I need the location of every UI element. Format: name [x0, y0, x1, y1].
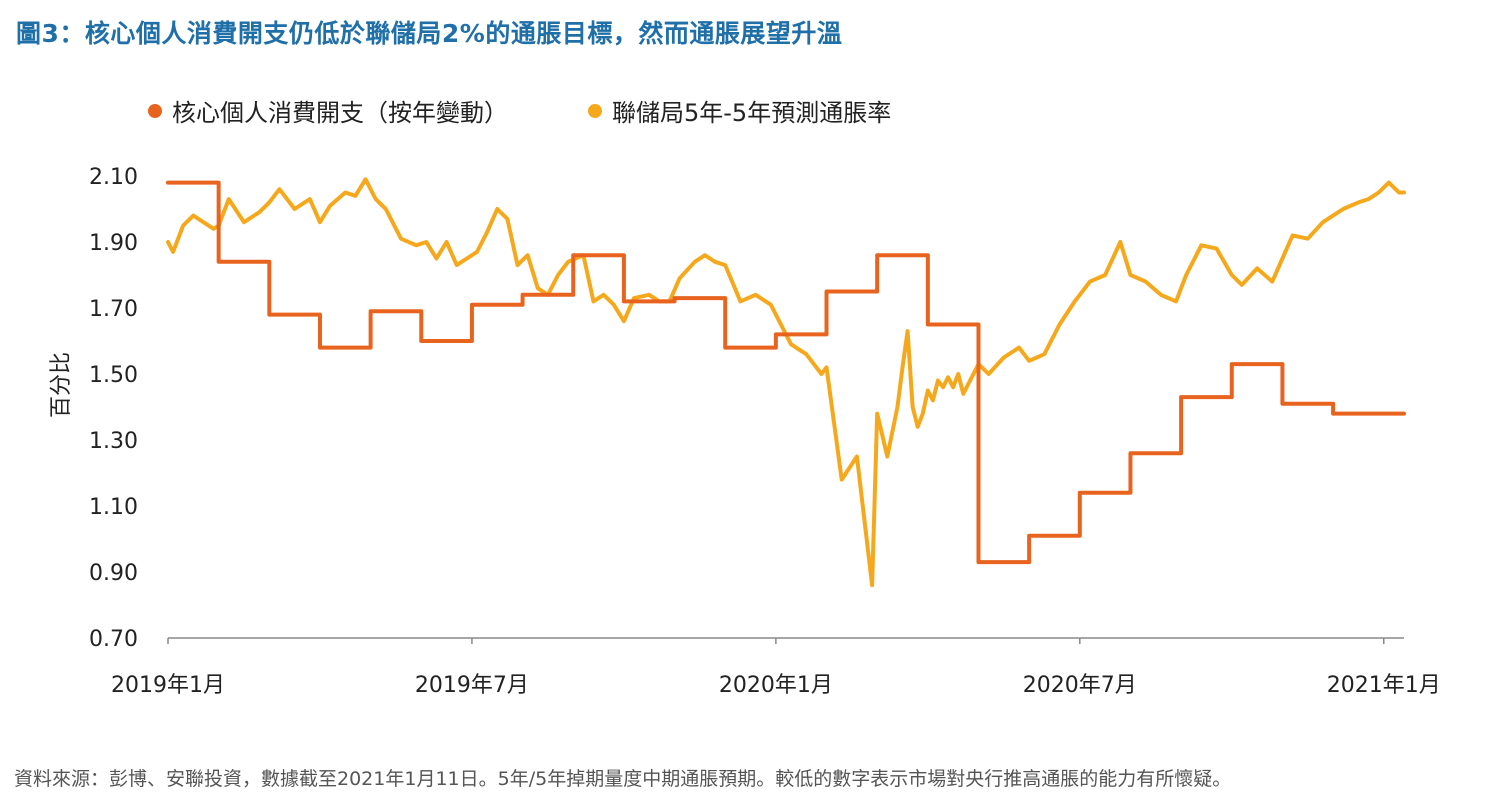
legend-label-pce: 核心個人消費開支（按年變動） [172, 99, 508, 127]
legend-swatch-pce [148, 103, 162, 118]
y-tick-label: 0.70 [89, 627, 138, 652]
y-tick-label: 1.90 [89, 231, 138, 256]
chart-title: 圖3：核心個人消費開支仍低於聯儲局2%的通脹目標，然而通脹展望升溫 [16, 19, 843, 48]
y-tick-label: 1.10 [89, 495, 138, 520]
series-line-breakeven [166, 177, 1406, 588]
x-axis: 2019年1月 2019年7月 2020年1月 2020年7月 2021年1月 [111, 637, 1441, 698]
legend: 核心個人消費開支（按年變動） 聯儲局5年-5年預測通脹率 [148, 93, 891, 128]
series-line-pce [166, 180, 1406, 565]
x-tick-label: 2019年7月 [415, 673, 529, 698]
x-tick-label: 2020年7月 [1023, 673, 1137, 698]
source-note: 資料來源：彭博、安聯投資，數據截至2021年1月11日。5年/5年掉期量度中期通… [14, 768, 1232, 790]
y-tick-label: 1.70 [89, 297, 138, 322]
y-tick-label: 2.10 [89, 165, 138, 190]
legend-swatch-breakeven [588, 103, 602, 118]
y-tick-label: 0.90 [89, 561, 138, 586]
y-tick-label: 1.30 [89, 429, 138, 454]
y-tick-label: 1.50 [89, 363, 138, 388]
legend-label-breakeven: 聯儲局5年-5年預測通脹率 [612, 99, 892, 127]
y-axis-label: 百分比 [49, 352, 74, 418]
legend-item-breakeven: 聯儲局5年-5年預測通脹率 [588, 93, 891, 128]
x-tick-label: 2019年1月 [111, 673, 225, 698]
x-tick-label: 2021年1月 [1327, 673, 1441, 698]
series-layer [166, 177, 1406, 588]
y-axis: 2.10 1.90 1.70 1.50 1.30 1.10 0.90 0.70 [89, 165, 138, 652]
legend-item-pce: 核心個人消費開支（按年變動） [148, 93, 508, 128]
x-tick-label: 2020年1月 [719, 673, 833, 698]
